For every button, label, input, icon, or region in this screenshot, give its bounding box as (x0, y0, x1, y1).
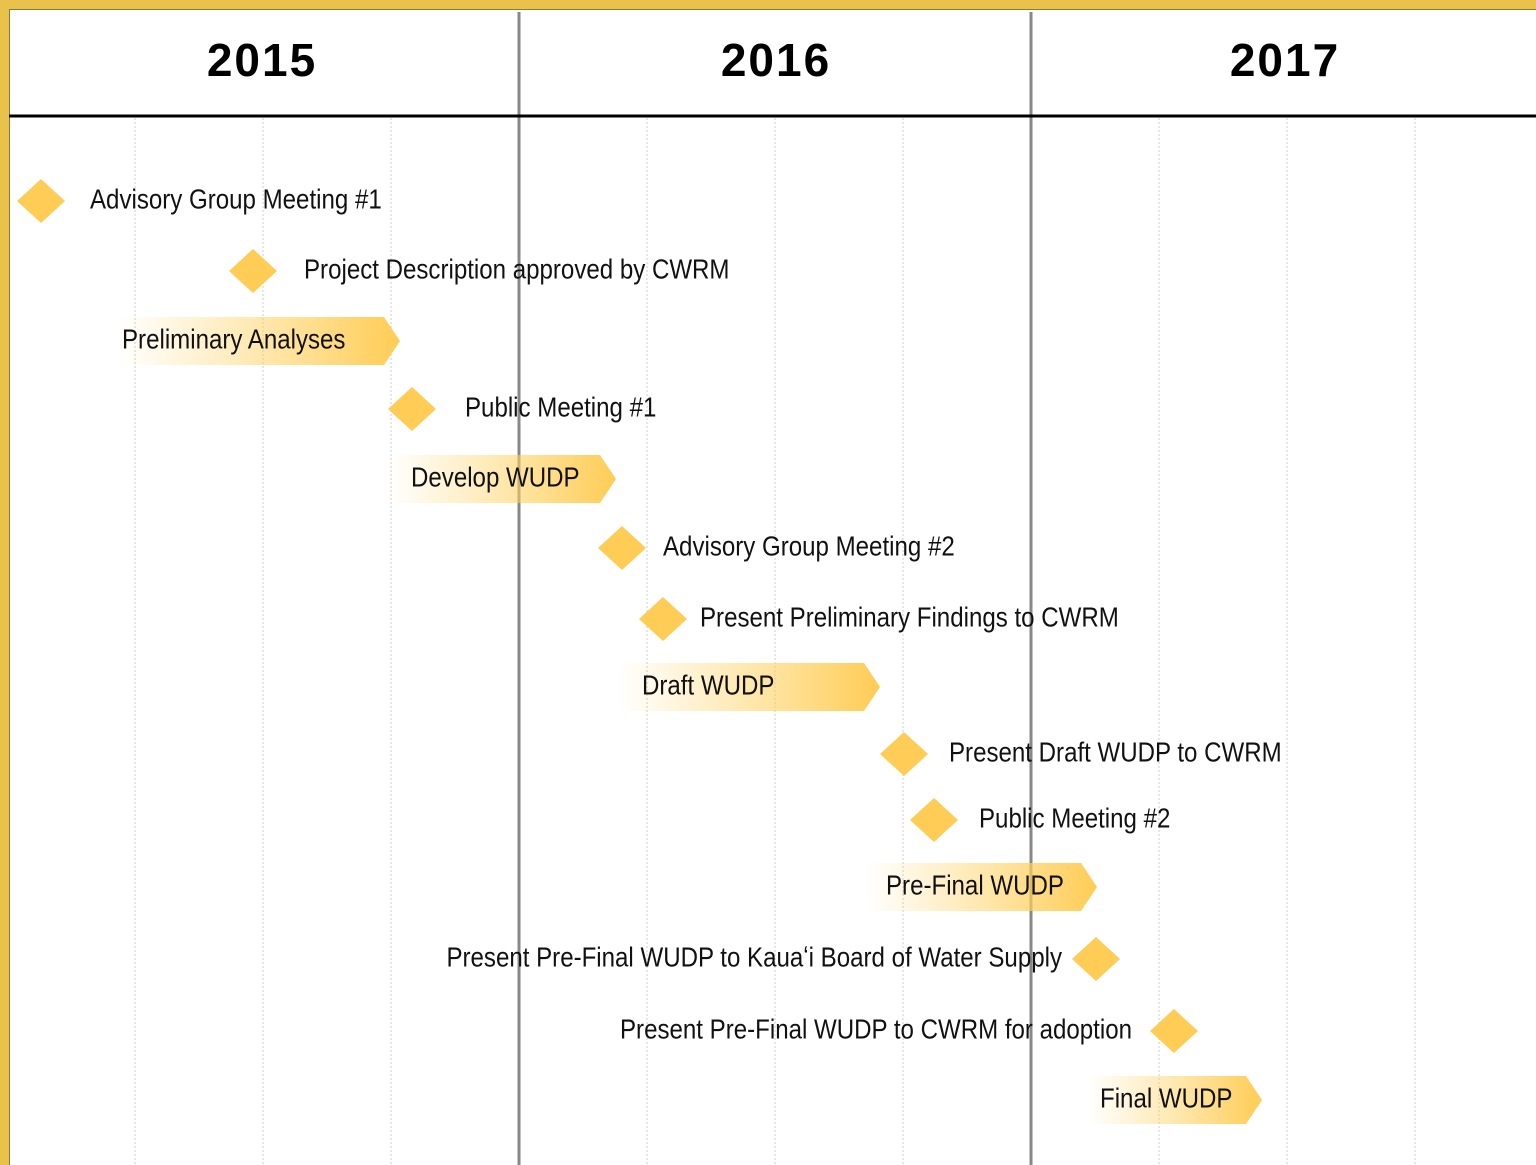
milestone (880, 732, 928, 776)
item-label: Present Pre-Final WUDP to Kauaʻi Board o… (446, 941, 1062, 973)
year-label: 2015 (207, 34, 317, 86)
milestone (598, 526, 646, 570)
item-label: Advisory Group Meeting #2 (663, 530, 955, 562)
item-label: Public Meeting #2 (979, 802, 1170, 834)
grid (134, 118, 1416, 1165)
items: Advisory Group Meeting #1 Project Descrip… (17, 179, 1282, 1124)
milestone (910, 798, 958, 842)
left-border (0, 0, 9, 1165)
item-label: Present Draft WUDP to CWRM (949, 736, 1282, 768)
item-label: Pre-Final WUDP (886, 869, 1064, 901)
milestone (1150, 1009, 1198, 1053)
task-bar (1088, 1076, 1262, 1124)
milestone (1072, 937, 1120, 981)
item-label: Draft WUDP (642, 669, 774, 701)
task-bar (866, 863, 1097, 911)
item-label: Advisory Group Meeting #1 (90, 183, 382, 215)
item-label: Project Description approved by CWRM (304, 253, 730, 285)
top-border (0, 0, 1536, 9)
task-bar (388, 455, 616, 503)
item-label: Develop WUDP (411, 461, 580, 493)
milestone (639, 597, 687, 641)
item-label: Preliminary Analyses (122, 323, 345, 355)
task-bar (118, 317, 400, 365)
item-label: Present Pre-Final WUDP to CWRM for adopt… (620, 1013, 1132, 1045)
milestone (229, 249, 277, 293)
item-label: Public Meeting #1 (465, 391, 656, 423)
milestone (17, 179, 65, 223)
year-label: 2017 (1230, 34, 1340, 86)
year-label: 2016 (721, 34, 831, 86)
item-label: Final WUDP (1100, 1082, 1232, 1114)
milestone (388, 387, 436, 431)
item-label: Present Preliminary Findings to CWRM (700, 601, 1119, 633)
task-bar (618, 663, 880, 711)
